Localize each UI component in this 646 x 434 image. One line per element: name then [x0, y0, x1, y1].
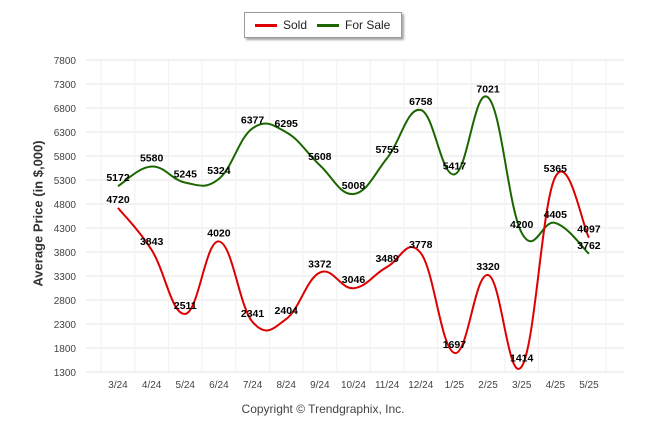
data-label-sold: 3778: [409, 239, 433, 251]
y-tick-label: 6800: [54, 104, 77, 115]
x-tick-label: 9/24: [310, 380, 330, 391]
y-tick-label: 3800: [54, 248, 77, 259]
y-axis-ticks: 1300 1800 2300 2800 3300 3800 4300 4800 5300 5800…: [54, 56, 77, 379]
series-line-for-sale: [117, 95, 590, 255]
grid-lines: [86, 59, 624, 373]
data-label-for-sale: 3762: [577, 240, 601, 252]
data-label-sold: 5365: [544, 163, 568, 175]
data-label-sold: 1414: [510, 353, 534, 365]
y-tick-label: 7800: [54, 56, 77, 67]
x-tick-label: 2/25: [478, 380, 498, 391]
x-tick-label: 5/24: [176, 380, 196, 391]
data-label-for-sale: 4200: [510, 219, 534, 231]
data-label-sold: 3843: [140, 236, 164, 248]
x-tick-label: 12/24: [408, 380, 433, 391]
copyright-footer: Copyright © Trendgraphix, Inc.: [241, 402, 405, 416]
data-label-sold: 1697: [443, 339, 467, 351]
x-tick-label: 5/25: [579, 380, 599, 391]
y-tick-label: 3300: [54, 272, 77, 283]
x-tick-label: 4/24: [142, 380, 162, 391]
data-label-sold: 4720: [106, 194, 130, 206]
data-label-for-sale: 5580: [140, 153, 164, 165]
legend-label-for-sale: For Sale: [345, 18, 391, 32]
x-tick-label: 4/25: [546, 380, 566, 391]
data-label-sold: 3320: [476, 261, 500, 273]
legend-item-sold[interactable]: Sold: [255, 13, 307, 37]
data-label-sold: 3046: [342, 274, 366, 286]
data-label-for-sale: 5008: [342, 180, 366, 192]
y-tick-label: 5800: [54, 152, 77, 163]
data-label-sold: 3489: [375, 253, 399, 265]
series-line-sold: [117, 170, 590, 370]
x-tick-label: 8/24: [276, 380, 296, 391]
y-tick-label: 7300: [54, 80, 77, 91]
x-tick-label: 3/24: [108, 380, 128, 391]
data-label-for-sale: 5245: [174, 169, 198, 181]
data-label-for-sale: 5324: [207, 165, 231, 177]
x-tick-label: 11/24: [375, 380, 400, 391]
data-label-for-sale: 5755: [375, 144, 399, 156]
x-tick-label: 10/24: [341, 380, 366, 391]
data-label-for-sale: 6758: [409, 96, 433, 108]
data-labels: 4720 3843 2511 4020 2341 2404 3372 3046 3489 3778…: [106, 83, 600, 364]
y-axis-title: Average Price (in $,000): [30, 140, 46, 287]
legend-label-sold: Sold: [283, 18, 308, 32]
y-tick-label: 1800: [54, 344, 77, 355]
y-tick-label: 6300: [54, 128, 77, 139]
data-label-sold: 4097: [577, 224, 601, 236]
y-tick-label: 5300: [54, 176, 77, 187]
legend-swatch-for-sale: [317, 23, 339, 27]
data-label-sold: 2341: [241, 308, 265, 320]
x-tick-label: 3/25: [512, 380, 532, 391]
data-label-for-sale: 6295: [275, 118, 299, 130]
data-label-sold: 4020: [207, 227, 231, 239]
x-tick-label: 7/24: [243, 380, 263, 391]
y-tick-label: 4300: [54, 224, 77, 235]
x-axis-ticks: 3/24 4/24 5/24 6/24 7/24 8/24 9/24 10/24 11/24 12…: [108, 380, 599, 391]
y-tick-label: 2800: [54, 296, 77, 307]
legend-swatch-sold: [255, 23, 277, 27]
legend: Sold For Sale: [244, 12, 402, 38]
data-label-for-sale: 6377: [241, 114, 265, 126]
data-label-sold: 2404: [275, 305, 299, 317]
y-tick-label: 4800: [54, 200, 77, 211]
data-label-for-sale: 5608: [308, 151, 332, 163]
data-label-for-sale: 5172: [106, 172, 130, 184]
x-tick-label: 1/25: [445, 380, 465, 391]
y-tick-label: 2300: [54, 320, 77, 331]
series-lines: [117, 95, 590, 370]
data-label-for-sale: 4405: [544, 209, 568, 221]
legend-item-for-sale[interactable]: For Sale: [317, 13, 390, 37]
data-label-sold: 2511: [174, 300, 197, 312]
data-label-sold: 3372: [308, 259, 332, 271]
x-tick-label: 6/24: [209, 380, 229, 391]
data-label-for-sale: 5417: [443, 160, 467, 172]
data-label-for-sale: 7021: [476, 83, 500, 95]
y-tick-label: 1300: [54, 368, 77, 379]
